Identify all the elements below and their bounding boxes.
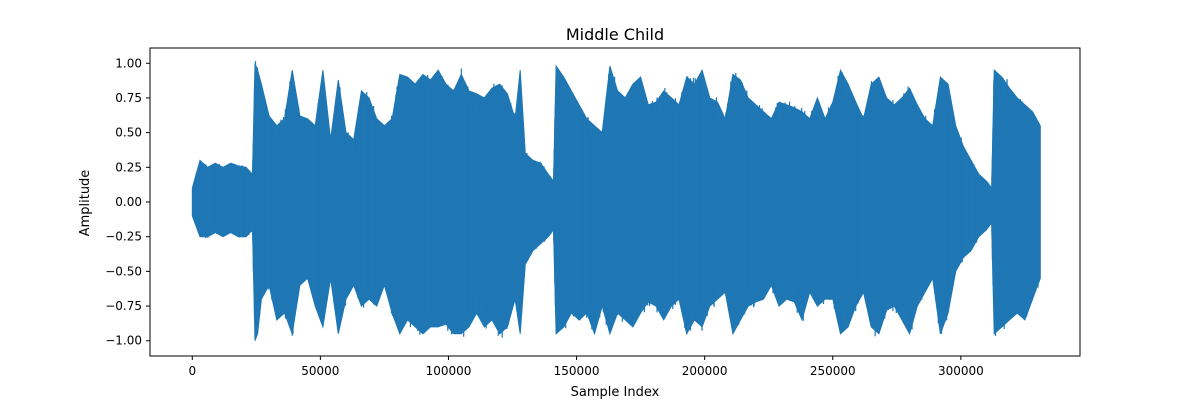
y-tick-label: −0.75 <box>105 299 142 313</box>
x-tick-label: 300000 <box>938 364 984 378</box>
x-tick-label: 150000 <box>554 364 600 378</box>
y-axis-label: Amplitude <box>78 170 93 237</box>
y-tick-label: 0.25 <box>115 160 142 174</box>
y-tick-label: 1.00 <box>115 56 142 70</box>
x-tick-label: 100000 <box>426 364 472 378</box>
y-tick-label: 0.75 <box>115 91 142 105</box>
y-tick-label: −1.00 <box>105 334 142 348</box>
waveform-spikes <box>192 61 1040 338</box>
x-tick-label: 50000 <box>301 364 339 378</box>
plot-area <box>191 61 1041 341</box>
y-axis: 1.00 0.75 0.50 0.25 0.00 −0.25 −0.50 −0.75 −1.00 <box>105 56 150 348</box>
x-tick-label: 200000 <box>682 364 728 378</box>
x-tick-label: 250000 <box>810 364 856 378</box>
y-tick-label: −0.25 <box>105 230 142 244</box>
x-axis-label: Sample Index <box>571 385 660 400</box>
y-tick-label: 0.00 <box>115 195 142 209</box>
chart-title: Middle Child <box>566 25 664 44</box>
x-axis: 0 50000 100000 150000 200000 250000 300000 <box>188 356 984 378</box>
y-tick-label: 0.50 <box>115 126 142 140</box>
y-tick-label: −0.50 <box>105 264 142 278</box>
x-tick-label: 0 <box>188 364 196 378</box>
